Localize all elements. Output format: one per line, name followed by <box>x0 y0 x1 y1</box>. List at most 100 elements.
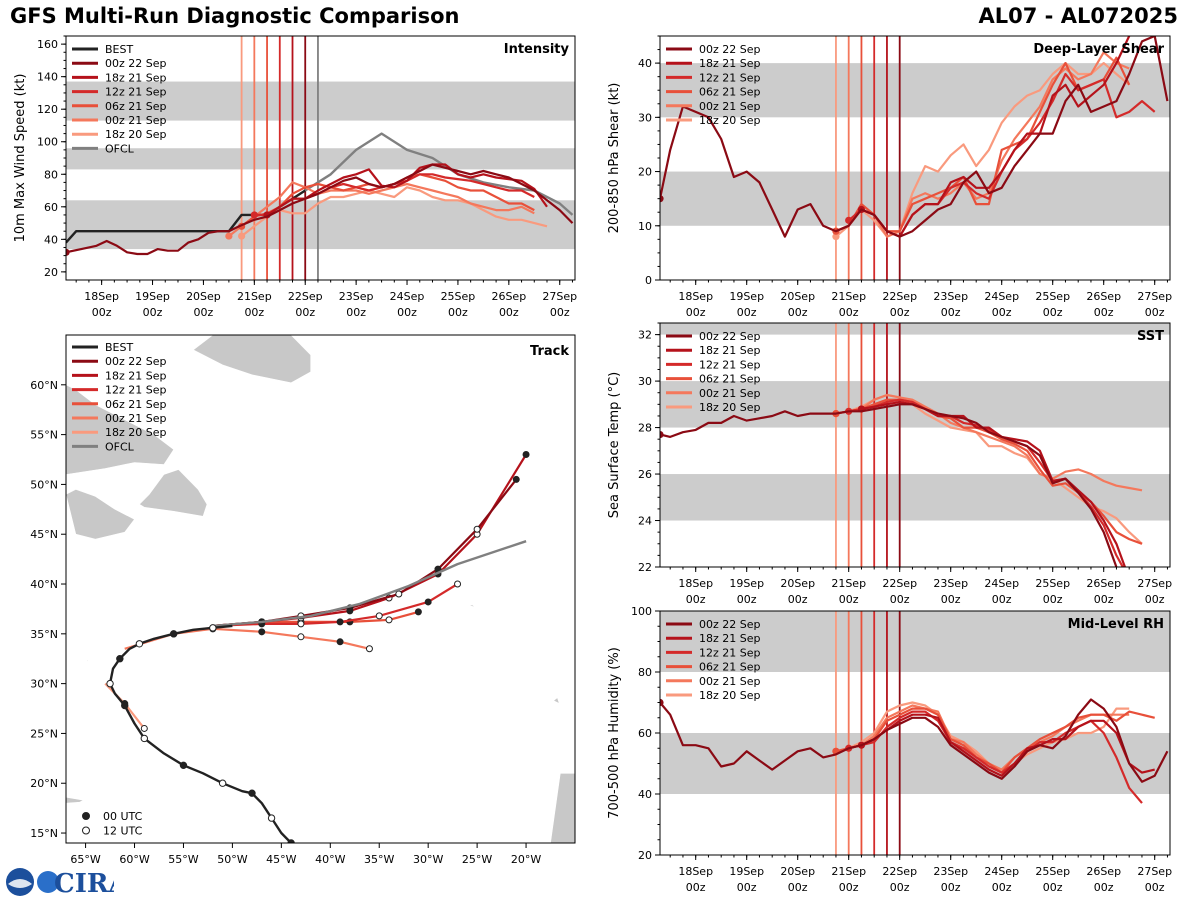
best-point <box>267 814 276 822</box>
y-axis-label: 700-500 hPa Humidity (%) <box>607 647 622 819</box>
legend-label: 00z 22 Sep <box>699 43 761 56</box>
y-tick-label: 10 <box>638 220 652 233</box>
x-tick-sublabel: 00z <box>1043 593 1063 606</box>
x-tick-sublabel: 00z <box>788 593 808 606</box>
band-2 <box>660 323 1170 335</box>
marker-legend-label: 12 UTC <box>103 825 143 838</box>
x-tick-sublabel: 00z <box>499 306 519 319</box>
x-tick-sublabel: 00z <box>295 306 315 319</box>
x-tick-sublabel: 00z <box>737 306 757 319</box>
x-tick-label: 27Sep <box>1137 577 1172 590</box>
series-00z-22-Sep <box>660 403 1118 567</box>
x-tick-label: 20Sep <box>780 865 815 878</box>
y-tick-label: 40 <box>638 57 652 70</box>
x-tick-label: 18Sep <box>84 290 119 303</box>
frame <box>659 322 1171 568</box>
x-tick-label: 25Sep <box>1035 290 1070 303</box>
track-point <box>297 633 305 641</box>
legend-label: 06z 21 Sep <box>699 373 761 386</box>
x-tick-label: 26Sep <box>491 290 526 303</box>
series-00z-22-Sep <box>660 36 1169 238</box>
legend-label: 18z 20 Sep <box>699 689 761 702</box>
x-tick-label: 23Sep <box>933 577 968 590</box>
x-tick-sublabel: 00z <box>686 881 706 894</box>
best-point <box>121 701 129 710</box>
init-marker <box>238 232 246 240</box>
x-tick-label: 24Sep <box>984 290 1019 303</box>
x-tick-label: 25Sep <box>1035 865 1070 878</box>
legend-label: 00z 21 Sep <box>699 100 761 113</box>
track-point <box>140 724 148 732</box>
x-tick-sublabel: 00z <box>1145 593 1165 606</box>
legend-label: 12z 21 Sep <box>105 86 167 99</box>
x-tick-label: 27Sep <box>1137 290 1172 303</box>
x-tick-label: 21Sep <box>237 290 272 303</box>
legend-label: 18z 20 Sep <box>699 114 761 127</box>
panel-title: Track <box>530 344 569 359</box>
y-tick-label: 20 <box>638 166 652 179</box>
x-tick-sublabel: 00z <box>992 593 1012 606</box>
x-tick-sublabel: 00z <box>941 593 961 606</box>
legend-label: 18z 21 Sep <box>105 71 167 84</box>
init-marker <box>660 430 664 439</box>
best-point <box>218 779 227 787</box>
panel-sst: 22 24 26 28 30 32 18Sep 00z 19Sep 00z 20Sep 00z 21Se… <box>607 322 1172 606</box>
series-00z-21-Sep <box>835 393 1143 492</box>
x-tick-sublabel: 00z <box>992 306 1012 319</box>
x-tick-label: 18Sep <box>678 865 713 878</box>
x-tick-label: 18Sep <box>678 577 713 590</box>
x-tick-sublabel: 00z <box>1145 306 1165 319</box>
x-tick-label: 19Sep <box>729 865 764 878</box>
series-00z-21-Sep <box>228 181 535 237</box>
y-tick-label: 20 <box>44 266 58 279</box>
x-tick-label: 60°W <box>119 853 149 866</box>
x-tick-sublabel: 00z <box>839 306 859 319</box>
y-tick-label: 15°N <box>30 827 58 840</box>
x-tick-sublabel: 00z <box>448 306 468 319</box>
series-12z-21-Sep <box>848 710 1143 804</box>
legend-label: 12z 21 Sep <box>699 646 761 659</box>
x-tick-label: 23Sep <box>933 290 968 303</box>
track-point <box>336 618 344 626</box>
track-point <box>454 580 462 588</box>
y-tick-label: 60 <box>44 201 58 214</box>
series-18z-21-Sep <box>860 713 1155 777</box>
track-point <box>473 525 481 533</box>
y-axis-label: Sea Surface Temp (°C) <box>607 372 622 519</box>
track-point <box>395 590 403 598</box>
legend-label: BEST <box>105 43 133 56</box>
init-marker <box>225 232 233 240</box>
plot-area-rh <box>660 698 1169 804</box>
globe-icon <box>37 871 59 893</box>
x-tick-label: 23Sep <box>339 290 374 303</box>
x-tick-label: 22Sep <box>882 290 917 303</box>
y-tick-label: 26 <box>638 468 652 481</box>
x-tick-label: 20Sep <box>186 290 221 303</box>
x-tick-label: 24Sep <box>984 865 1019 878</box>
y-tick-label: 20°N <box>30 777 58 790</box>
band-0 <box>660 733 1170 794</box>
legend-label: 12z 21 Sep <box>105 384 167 397</box>
init-marker <box>832 233 840 241</box>
y-tick-label: 0 <box>645 274 652 287</box>
band-1 <box>660 63 1170 118</box>
x-tick-sublabel: 00z <box>1145 881 1165 894</box>
land-4 <box>66 796 85 804</box>
legend-label: BEST <box>105 341 133 354</box>
y-tick-label: 30 <box>638 111 652 124</box>
y-tick-label: 24 <box>638 515 652 528</box>
y-tick-label: 80 <box>638 666 652 679</box>
legend-label: 18z 20 Sep <box>699 401 761 414</box>
plot-area-shear <box>660 36 1169 241</box>
land-6 <box>550 772 575 843</box>
legend-label: 18z 21 Sep <box>699 632 761 645</box>
init-marker <box>660 195 664 203</box>
track-point <box>258 628 266 636</box>
y-axis-label: 10m Max Wind Speed (kt) <box>13 74 28 243</box>
panel-rh: 20 40 60 80 100 18Sep 00z 19Sep 00z 20Sep 00z 21Sep… <box>607 605 1172 894</box>
x-tick-label: 24Sep <box>984 577 1019 590</box>
y-tick-label: 160 <box>37 38 58 51</box>
x-tick-label: 24Sep <box>390 290 425 303</box>
x-tick-sublabel: 00z <box>686 593 706 606</box>
